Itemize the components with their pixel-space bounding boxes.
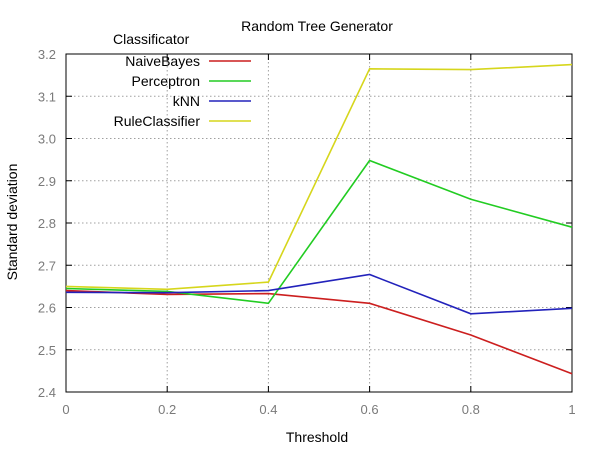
legend-label-naivebayes: NaiveBayes — [125, 53, 200, 69]
x-tick-label: 0.6 — [361, 402, 379, 417]
grid-lines — [66, 54, 572, 392]
y-tick-label: 2.6 — [38, 301, 56, 316]
x-tick-label: 1 — [568, 402, 575, 417]
series-line-perceptron — [65, 159, 573, 305]
series-line-naivebayes — [65, 289, 573, 375]
y-tick-label: 3.0 — [38, 132, 56, 147]
axis-ticks: 0 0.2 0.4 0.6 0.8 1 2.4 2.5 2.6 2.7 2.8 2.9 3.0 3.1 3.… — [38, 47, 576, 417]
series-line-ruleclassifier — [65, 63, 573, 291]
y-tick-label: 2.8 — [38, 216, 56, 231]
x-tick-label: 0 — [62, 402, 69, 417]
legend-label-knn: kNN — [173, 93, 200, 109]
y-axis-label: Standard deviation — [4, 164, 20, 281]
y-tick-label: 2.9 — [38, 174, 56, 189]
series-line-knn — [65, 273, 573, 315]
x-tick-label: 0.8 — [462, 402, 480, 417]
series-lines — [65, 63, 573, 375]
y-tick-label: 3.2 — [38, 47, 56, 62]
x-tick-label: 0.2 — [158, 402, 176, 417]
y-tick-label: 2.4 — [38, 385, 56, 400]
y-tick-label: 2.7 — [38, 258, 56, 273]
legend-label-perceptron: Perceptron — [132, 73, 200, 89]
chart-title: Random Tree Generator — [241, 18, 393, 34]
x-axis-label: Threshold — [286, 429, 348, 445]
y-tick-label: 3.1 — [38, 89, 56, 104]
legend-title: Classificator — [113, 31, 190, 47]
legend: Classificator NaiveBayes Perceptron kNN Rul… — [113, 31, 251, 129]
y-tick-label: 2.5 — [38, 343, 56, 358]
x-tick-label: 0.4 — [259, 402, 277, 417]
legend-label-ruleclassifier: RuleClassifier — [114, 113, 201, 129]
